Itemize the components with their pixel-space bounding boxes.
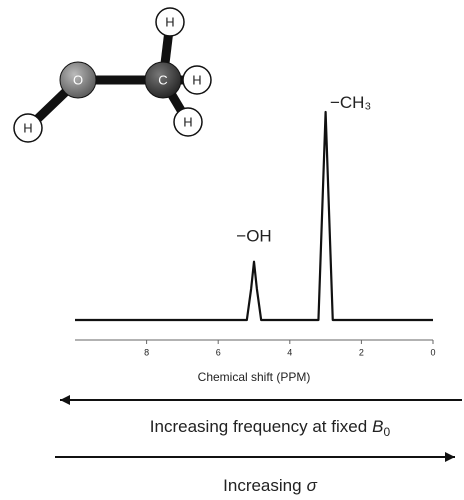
peak-annotation: −OH [236,226,271,245]
molecule: O C H H H H [13,7,212,143]
arrow-label-text: Increasing [223,476,301,495]
atom [173,107,203,137]
peak-annotation: −CH₃ [330,93,371,112]
x-tick-label: 4 [287,347,292,357]
atom-label: H [183,114,192,129]
atom-label: H [192,72,201,87]
x-axis-label: Chemical shift (PPM) [198,370,311,384]
arrow-label: Increasing frequency at fixed B0 [150,417,391,439]
atom [182,65,212,95]
x-tick-label: 6 [216,347,221,357]
arrow-label: Increasing σ [223,476,317,495]
arrow-head [445,452,455,462]
atom-label: C [158,72,167,87]
arrow-head [60,395,70,405]
arrow-label-symbol: σ [307,476,318,495]
arrow-label-text: Increasing frequency at fixed [150,417,367,436]
x-tick-label: 2 [359,347,364,357]
atom [144,61,182,99]
arrow-label-subscript: 0 [384,425,391,439]
atom [13,113,43,143]
atom-label: H [23,120,32,135]
spectrum-line [75,110,433,322]
x-tick-label: 0 [430,347,435,357]
atom [59,61,97,99]
atom-label: O [73,72,83,87]
arrow-label-symbol: B [372,417,383,436]
atom [155,7,185,37]
x-tick-label: 8 [144,347,149,357]
atom-label: H [165,14,174,29]
